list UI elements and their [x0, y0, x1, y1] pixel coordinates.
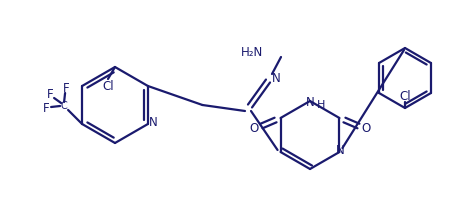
Text: O: O	[249, 121, 258, 135]
Text: N: N	[336, 144, 345, 158]
Text: O: O	[362, 121, 371, 135]
Text: C: C	[61, 101, 67, 111]
Text: H: H	[317, 100, 325, 110]
Text: H₂N: H₂N	[241, 46, 263, 60]
Text: F: F	[47, 87, 53, 101]
Text: Cl: Cl	[102, 81, 114, 94]
Text: F: F	[43, 101, 50, 115]
Text: N: N	[149, 116, 157, 128]
Text: F: F	[63, 81, 70, 95]
Text: Cl: Cl	[399, 90, 411, 103]
Text: N: N	[305, 96, 314, 108]
Text: N: N	[272, 72, 280, 84]
